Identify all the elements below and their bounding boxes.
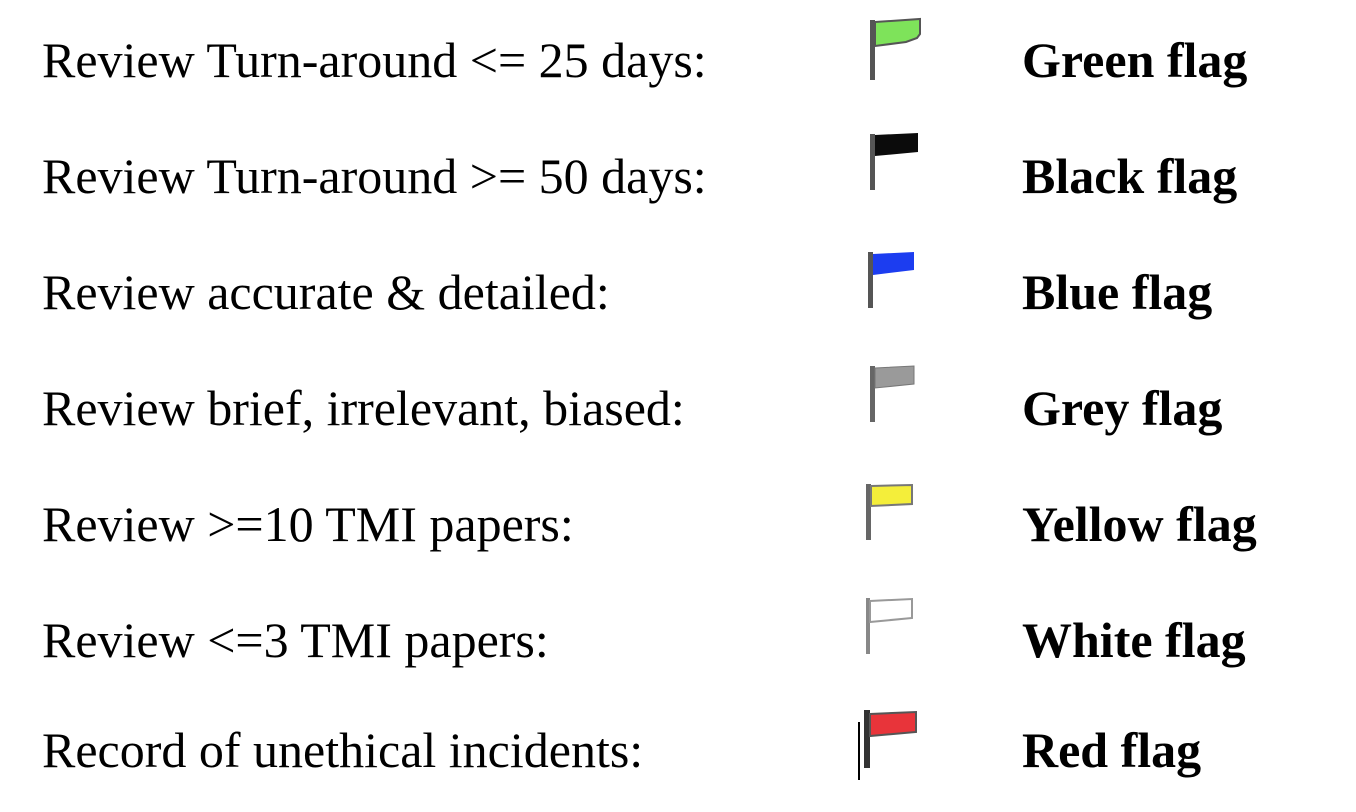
text-cursor [858,722,860,780]
green-flag-icon [866,16,930,86]
white-flag-icon [862,594,926,664]
legend-row: Review Turn-around <= 25 days: Green fla… [0,0,1356,116]
criterion-label: Review brief, irrelevant, biased: [42,380,685,436]
criterion-label: Review <=3 TMI papers: [42,612,549,668]
criterion-label: Review Turn-around <= 25 days: [42,32,707,88]
flag-name: Black flag [1022,148,1238,204]
legend-row: Review brief, irrelevant, biased: Grey f… [0,0,1356,436]
legend-row: Record of unethical incidents: Red flag [0,0,1356,778]
criterion-label: Review >=10 TMI papers: [42,496,574,552]
criterion-label: Record of unethical incidents: [42,722,644,778]
grey-flag-icon [866,362,930,432]
criterion-label: Review Turn-around >= 50 days: [42,148,707,204]
red-flag-icon [862,706,926,776]
legend-row: Review accurate & detailed: Blue flag [0,0,1356,320]
blue-flag-icon [864,248,928,318]
flag-name: Blue flag [1022,264,1213,320]
flag-name: White flag [1022,612,1246,668]
criterion-label: Review accurate & detailed: [42,264,610,320]
flag-name: Red flag [1022,722,1202,778]
legend-row: Review <=3 TMI papers: White flag [0,0,1356,668]
flag-name: Green flag [1022,32,1248,88]
legend-row: Review >=10 TMI papers: Yellow flag [0,0,1356,552]
yellow-flag-icon [862,480,926,550]
legend-row: Review Turn-around >= 50 days: Black fla… [0,0,1356,204]
flag-name: Yellow flag [1022,496,1257,552]
black-flag-icon [866,130,930,200]
flag-name: Grey flag [1022,380,1223,436]
